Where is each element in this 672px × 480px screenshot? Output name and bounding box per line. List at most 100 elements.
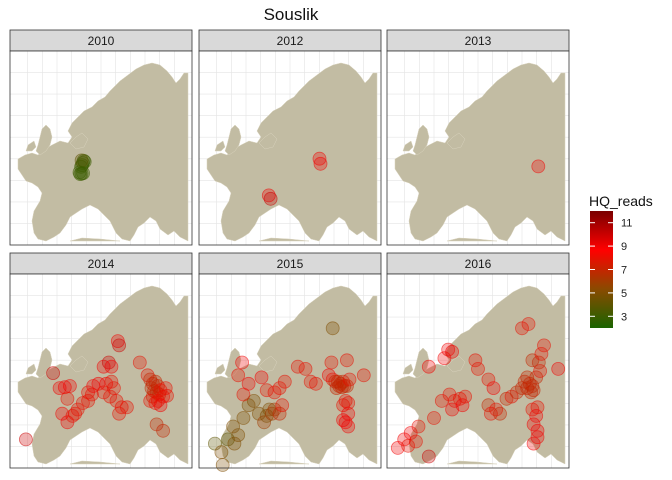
legend-tick-label: 7 bbox=[621, 265, 627, 277]
sample-point bbox=[153, 398, 168, 413]
sample-point bbox=[156, 389, 171, 404]
sample-point bbox=[421, 449, 436, 464]
sample-point bbox=[341, 419, 356, 434]
sample-point bbox=[85, 387, 99, 402]
panel-border bbox=[9, 50, 193, 246]
legend-tick-label: 3 bbox=[621, 311, 627, 323]
sample-point bbox=[339, 353, 354, 368]
legend-tick-label: 5 bbox=[621, 288, 627, 300]
sample-point bbox=[531, 159, 546, 174]
sample-point bbox=[231, 368, 246, 383]
sample-point bbox=[534, 346, 549, 361]
sample-point bbox=[524, 385, 538, 400]
figure-title: Souslik bbox=[263, 5, 319, 24]
sample-point bbox=[112, 338, 126, 353]
sample-point bbox=[458, 389, 473, 404]
sample-point bbox=[427, 411, 441, 425]
sample-point bbox=[445, 344, 460, 359]
sample-point bbox=[329, 381, 344, 396]
facet-panel-2014: 2014 bbox=[9, 252, 193, 469]
sample-point bbox=[455, 398, 470, 413]
sample-point bbox=[104, 359, 119, 374]
sample-point bbox=[525, 402, 540, 417]
sample-point bbox=[231, 428, 246, 443]
sample-point bbox=[120, 400, 134, 415]
sample-point bbox=[132, 355, 147, 370]
sample-point bbox=[324, 355, 339, 370]
facet-panel-2013: 2013 bbox=[386, 29, 570, 246]
sample-point bbox=[264, 406, 279, 421]
sample-point bbox=[246, 393, 261, 408]
facet-panel-2010: 2010 bbox=[9, 29, 193, 246]
facet-panel-2015: 2015 bbox=[198, 252, 382, 472]
facet-panel-2012: 2012 bbox=[198, 29, 382, 246]
sample-points bbox=[72, 153, 92, 182]
sample-point bbox=[526, 417, 541, 432]
facet-label: 2013 bbox=[465, 34, 492, 48]
sample-point bbox=[313, 156, 328, 171]
sample-point bbox=[60, 391, 75, 406]
sample-point bbox=[63, 379, 77, 393]
legend: HQ_reads 11 9 7 5 3 bbox=[589, 193, 653, 328]
sample-points bbox=[18, 334, 174, 447]
sample-point bbox=[411, 419, 426, 434]
sample-point bbox=[101, 355, 116, 370]
sample-point bbox=[551, 361, 566, 376]
sample-point bbox=[241, 376, 256, 391]
sample-point bbox=[530, 430, 545, 445]
facet-label: 2015 bbox=[277, 257, 304, 271]
colorbar bbox=[590, 211, 613, 328]
sample-point bbox=[18, 432, 33, 447]
sample-point bbox=[46, 366, 60, 381]
sample-point bbox=[226, 419, 241, 434]
sample-point bbox=[408, 434, 423, 449]
sample-point bbox=[263, 191, 278, 206]
sample-point bbox=[529, 408, 544, 423]
sample-point bbox=[493, 406, 507, 421]
panel-border bbox=[198, 50, 382, 246]
panel-border bbox=[386, 50, 570, 246]
sample-point bbox=[342, 372, 357, 387]
sample-point bbox=[526, 436, 541, 451]
panel-border bbox=[198, 273, 382, 469]
sample-point bbox=[57, 380, 72, 395]
sample-point bbox=[338, 415, 353, 430]
sample-point bbox=[308, 376, 323, 391]
facet-panel-2016: 2016 bbox=[386, 252, 570, 469]
sample-point bbox=[468, 353, 483, 368]
sample-points bbox=[261, 151, 328, 206]
sample-points bbox=[390, 317, 566, 464]
sample-point bbox=[156, 423, 171, 438]
sample-point bbox=[471, 361, 485, 376]
sample-point bbox=[312, 151, 327, 166]
sample-point bbox=[325, 321, 340, 336]
sample-point bbox=[481, 372, 496, 387]
sample-point bbox=[298, 361, 313, 376]
sample-point bbox=[486, 381, 501, 396]
panel-border bbox=[9, 273, 193, 469]
facet-label: 2016 bbox=[465, 257, 492, 271]
sample-point bbox=[336, 398, 351, 413]
sample-point bbox=[275, 398, 290, 413]
sample-point bbox=[68, 406, 82, 421]
sample-point bbox=[441, 342, 456, 357]
sample-points bbox=[207, 321, 371, 472]
sample-point bbox=[215, 458, 230, 472]
sample-point bbox=[262, 402, 277, 417]
sample-point bbox=[521, 317, 536, 331]
sample-point bbox=[236, 411, 251, 425]
sample-point bbox=[277, 374, 292, 389]
sample-point bbox=[356, 368, 371, 383]
sample-point bbox=[526, 383, 541, 398]
sample-point bbox=[74, 153, 89, 168]
legend-title: HQ_reads bbox=[589, 193, 653, 209]
panel-border bbox=[386, 273, 570, 469]
facet-label: 2014 bbox=[88, 257, 115, 271]
sample-point bbox=[533, 364, 547, 378]
sample-point bbox=[537, 338, 551, 353]
sample-point bbox=[401, 438, 416, 453]
sample-points bbox=[531, 159, 546, 174]
sample-point bbox=[529, 370, 544, 385]
